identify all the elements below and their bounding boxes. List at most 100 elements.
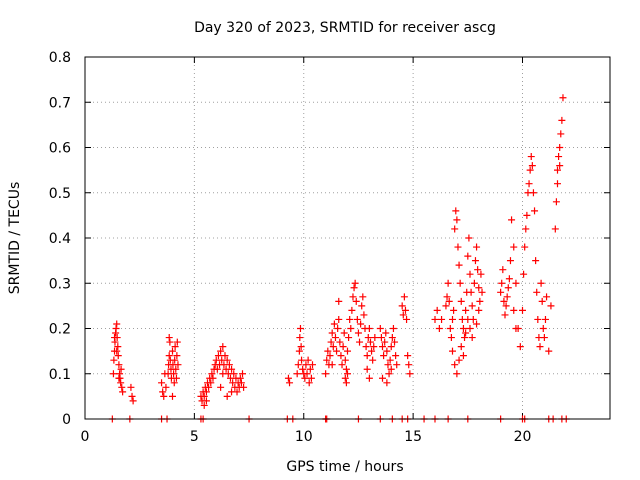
data-point: [344, 370, 351, 378]
data-point: [370, 343, 378, 351]
data-point: [230, 370, 238, 378]
data-point: [540, 334, 548, 342]
data-point: [521, 243, 529, 251]
data-point: [547, 302, 555, 310]
data-point: [165, 352, 173, 360]
data-point: [200, 392, 208, 400]
data-point: [237, 379, 245, 387]
data-point: [386, 356, 394, 364]
data-point: [159, 388, 167, 396]
data-point: [503, 293, 511, 301]
data-point: [286, 379, 294, 387]
data-point: [512, 325, 520, 332]
data-point: [451, 361, 459, 369]
data-point: [165, 334, 173, 342]
data-point: [525, 180, 533, 188]
data-points: [108, 94, 570, 423]
data-point: [128, 392, 136, 400]
data-point: [335, 315, 343, 323]
data-point: [170, 370, 178, 378]
data-point: [333, 347, 341, 355]
data-point: [171, 356, 179, 364]
axis-ticks: 0 5 10 15 20 0 0.1 0.2 0.3 0.4 0.5 0.6 0.7 0.8: [49, 50, 610, 445]
data-point: [172, 374, 180, 382]
data-point: [468, 334, 476, 342]
data-point: [387, 365, 395, 373]
data-point: [558, 116, 566, 124]
data-point: [113, 320, 121, 328]
data-point: [442, 302, 450, 310]
data-point: [399, 311, 407, 319]
x-tick-label: 5: [190, 429, 199, 445]
data-point: [551, 225, 559, 233]
data-point: [221, 352, 229, 360]
data-point: [536, 343, 544, 351]
data-point: [109, 370, 117, 378]
data-point: [500, 297, 508, 305]
data-point: [360, 311, 368, 319]
data-point: [471, 257, 479, 265]
data-point: [474, 266, 482, 274]
data-point: [462, 306, 470, 314]
data-point: [217, 347, 225, 355]
data-point: [158, 379, 166, 387]
data-point: [391, 338, 399, 346]
data-point: [508, 216, 516, 224]
grid-lines: [85, 57, 610, 419]
data-point: [202, 388, 210, 396]
data-point: [352, 297, 360, 305]
data-point: [326, 352, 334, 360]
x-tick-label: 0: [81, 429, 90, 445]
data-point: [366, 338, 374, 346]
data-point: [225, 361, 233, 369]
data-point: [358, 302, 366, 310]
data-point: [117, 365, 125, 373]
data-point: [368, 347, 376, 355]
data-point: [504, 284, 512, 292]
chart-title: Day 320 of 2023, SRMTID for receiver asc…: [194, 20, 496, 36]
data-point: [173, 352, 181, 360]
data-point: [345, 334, 353, 342]
data-point: [512, 279, 520, 287]
data-point: [110, 356, 118, 364]
data-point: [350, 284, 358, 292]
data-point: [296, 334, 304, 342]
data-point: [371, 334, 379, 342]
data-point: [376, 325, 384, 332]
data-point: [369, 356, 377, 364]
data-point: [383, 347, 391, 355]
data-point: [348, 306, 356, 314]
y-tick-label: 0: [62, 412, 71, 428]
x-axis-label: GPS time / hours: [286, 459, 403, 475]
data-point: [453, 370, 461, 378]
data-point: [304, 356, 312, 364]
data-point: [456, 279, 464, 287]
data-point: [295, 347, 303, 355]
data-point: [166, 338, 174, 346]
data-point: [538, 297, 546, 305]
data-point: [446, 325, 454, 332]
data-point: [213, 365, 221, 373]
data-point: [298, 356, 306, 364]
data-point: [431, 315, 439, 323]
data-point: [342, 365, 350, 373]
data-point: [297, 343, 305, 351]
data-point: [382, 329, 390, 337]
data-point: [455, 356, 463, 364]
data-point: [516, 343, 524, 351]
data-point: [522, 225, 530, 233]
data-point: [114, 352, 122, 360]
y-tick-label: 0.5: [49, 186, 71, 202]
data-point: [207, 379, 215, 387]
data-point: [200, 401, 208, 409]
data-point: [174, 361, 182, 369]
data-point: [114, 343, 122, 351]
plot-frame: [84, 56, 611, 420]
data-point: [557, 130, 565, 138]
data-point: [329, 343, 337, 351]
data-point: [328, 329, 336, 337]
data-point: [307, 374, 315, 382]
data-point: [444, 279, 452, 287]
data-point: [363, 352, 371, 360]
